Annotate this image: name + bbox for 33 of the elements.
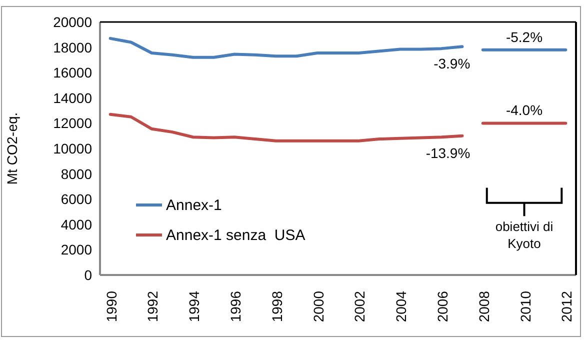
- y-tick-label: 8000: [60, 166, 92, 182]
- legend-label: Annex-1: [166, 196, 222, 214]
- y-tick-label: 10000: [53, 140, 92, 156]
- x-tick-label: 1990: [103, 290, 120, 322]
- y-tick-label: 4000: [60, 216, 92, 232]
- y-tick-label: 20000: [53, 14, 92, 30]
- x-tick-label: 2002: [352, 290, 368, 322]
- x-tick-label: 2004: [393, 290, 410, 322]
- line-series: [108, 36, 464, 59]
- y-axis-title: Mt CO2-eq.: [4, 112, 20, 185]
- y-tick-label: 14000: [53, 90, 92, 106]
- y-tick-label: 16000: [53, 64, 92, 81]
- y-tick-label: 2000: [60, 242, 92, 258]
- annotation: -13.9%: [426, 144, 470, 161]
- annotation: -3.9%: [434, 56, 470, 72]
- y-tick-label: 12000: [53, 115, 92, 132]
- y-tick-label: 0: [84, 266, 92, 283]
- x-tick-label: 1994: [186, 290, 202, 322]
- y-tick-label: 18000: [53, 39, 92, 56]
- line-series: [108, 112, 464, 142]
- x-tick-label: 1992: [144, 290, 161, 322]
- x-tick-label: 1998: [268, 290, 285, 322]
- x-tick-label: 2008: [476, 290, 492, 322]
- x-tick-label: 2012: [558, 290, 575, 322]
- legend-label: Annex-1 senza USA: [166, 226, 306, 244]
- annotation: -5.2%: [506, 28, 543, 45]
- y-tick-label: 6000: [60, 191, 92, 208]
- annotation: -4.0%: [506, 102, 543, 118]
- annotation: obiettivi di Kyoto: [494, 218, 554, 252]
- x-tick-label: 2000: [310, 290, 326, 322]
- x-tick-label: 2010: [517, 290, 534, 322]
- x-tick-label: 1996: [228, 290, 244, 322]
- x-tick-label: 2006: [434, 290, 450, 322]
